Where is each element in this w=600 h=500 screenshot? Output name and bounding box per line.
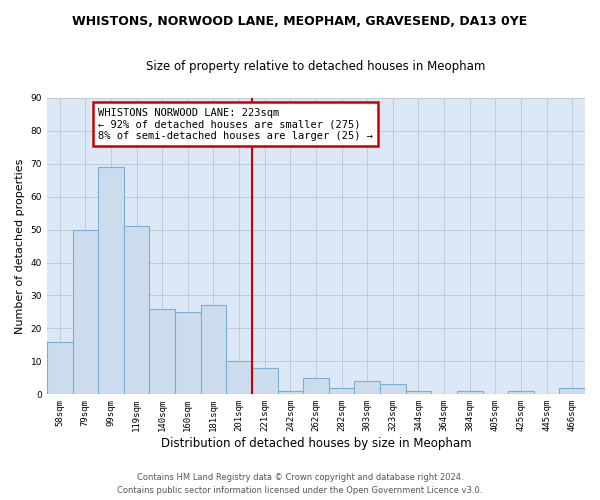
Bar: [278, 391, 303, 394]
Bar: [303, 378, 329, 394]
Bar: [149, 308, 175, 394]
Bar: [355, 381, 380, 394]
Bar: [47, 342, 73, 394]
Bar: [252, 368, 278, 394]
X-axis label: Distribution of detached houses by size in Meopham: Distribution of detached houses by size …: [161, 437, 471, 450]
Bar: [98, 167, 124, 394]
Bar: [457, 391, 482, 394]
Bar: [226, 362, 252, 394]
Text: WHISTONS NORWOOD LANE: 223sqm
← 92% of detached houses are smaller (275)
8% of s: WHISTONS NORWOOD LANE: 223sqm ← 92% of d…: [98, 108, 373, 141]
Bar: [200, 306, 226, 394]
Bar: [124, 226, 149, 394]
Bar: [406, 391, 431, 394]
Text: WHISTONS, NORWOOD LANE, MEOPHAM, GRAVESEND, DA13 0YE: WHISTONS, NORWOOD LANE, MEOPHAM, GRAVESE…: [73, 15, 527, 28]
Bar: [380, 384, 406, 394]
Bar: [559, 388, 585, 394]
Bar: [508, 391, 534, 394]
Bar: [175, 312, 200, 394]
Text: Contains HM Land Registry data © Crown copyright and database right 2024.
Contai: Contains HM Land Registry data © Crown c…: [118, 473, 482, 495]
Title: Size of property relative to detached houses in Meopham: Size of property relative to detached ho…: [146, 60, 485, 73]
Bar: [329, 388, 355, 394]
Y-axis label: Number of detached properties: Number of detached properties: [15, 158, 25, 334]
Bar: [73, 230, 98, 394]
